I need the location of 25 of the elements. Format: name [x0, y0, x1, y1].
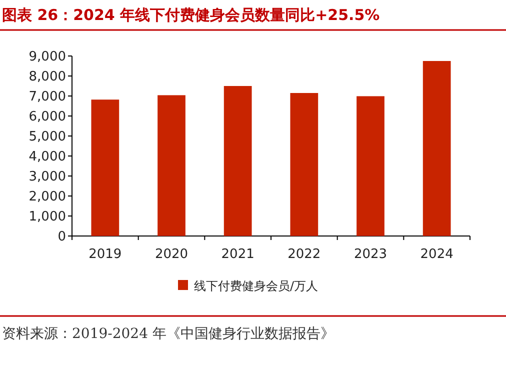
text: 资料来源：2019-2024 年《中国健身行业数据报告》 — [2, 326, 334, 342]
x-tick-label: 2019 — [88, 247, 122, 262]
y-tick-label: 5,000 — [28, 130, 66, 144]
chart-title: 图表 26：2024 年线下付费健身会员数量同比+25.5% — [2, 6, 380, 24]
x-tick-label: 2022 — [288, 247, 321, 262]
bar — [422, 61, 451, 236]
legend-label: 线下付费健身会员/万人 — [194, 279, 318, 293]
y-tick-label: 7,000 — [28, 90, 66, 104]
y-tick-label: 6,000 — [28, 110, 66, 124]
bar — [224, 86, 252, 236]
x-tick-label: 2024 — [420, 247, 454, 262]
y-tick-label: 3,000 — [28, 170, 66, 184]
y-tick-label: 1,000 — [28, 210, 66, 224]
y-tick-label: 9,000 — [28, 50, 66, 64]
y-tick-label: 8,000 — [28, 70, 66, 84]
bar — [290, 93, 318, 236]
y-tick-label: 0 — [58, 230, 66, 244]
bar — [158, 95, 186, 236]
x-tick-label: 2021 — [221, 247, 254, 262]
x-tick-label: 2020 — [154, 247, 188, 262]
y-tick-label: 4,000 — [28, 150, 66, 164]
bar — [356, 96, 384, 236]
y-tick-label: 2,000 — [28, 190, 66, 204]
bar — [91, 100, 120, 236]
x-tick-label: 2023 — [354, 247, 388, 262]
